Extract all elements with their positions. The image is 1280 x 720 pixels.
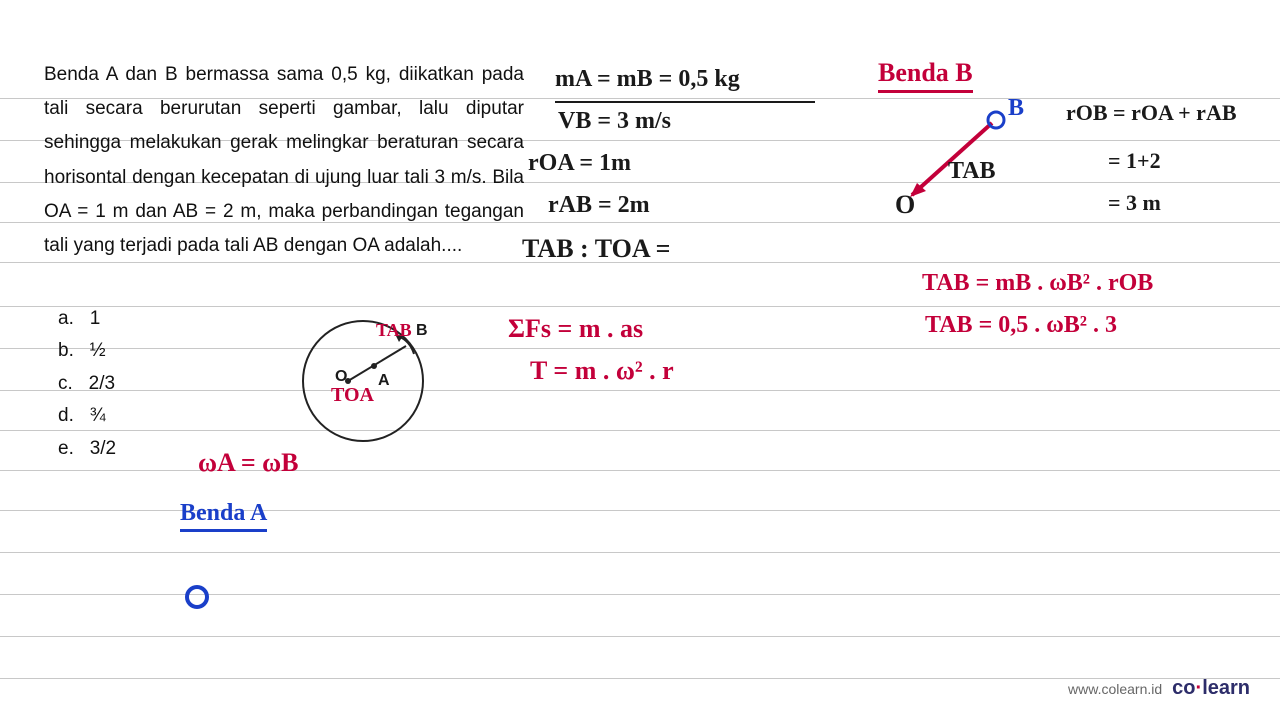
hw-ratio: TAB : TOA = <box>522 234 670 264</box>
option-e: e. 3/2 <box>58 434 116 464</box>
hw-mass: mA = mB = 0,5 kg <box>555 66 740 93</box>
hw-rob2: = 1+2 <box>1108 148 1161 174</box>
brand-logo: co·learn <box>1172 677 1250 700</box>
diagram-label-b: B <box>416 322 428 340</box>
hw-wa-wb: ωA = ωB <box>198 448 299 478</box>
hw-tab-eq2: TAB = 0,5 . ωB² . 3 <box>925 312 1117 339</box>
diagram-tab-label: TAB <box>376 320 412 341</box>
hw-benda-b: Benda B <box>878 58 973 93</box>
hw-tab-arrow: TAB <box>948 158 996 185</box>
footer-url: www.colearn.id <box>1068 681 1162 697</box>
diagram-toa-label: TOA <box>331 384 374 407</box>
hw-roa: rOA = 1m <box>528 150 631 177</box>
problem-text: Benda A dan B bermassa sama 0,5 kg, diik… <box>44 58 524 263</box>
option-d: d. ¾ <box>58 401 116 431</box>
hw-vb: VB = 3 m/s <box>558 108 671 135</box>
hw-o-circle <box>182 582 212 612</box>
footer: www.colearn.id co·learn <box>1068 677 1250 700</box>
hw-rob1: rOB = rOA + rAB <box>1066 100 1237 126</box>
hw-o-label: O <box>895 190 915 220</box>
hw-rab: rAB = 2m <box>548 192 650 219</box>
option-b: b. ½ <box>58 336 116 366</box>
option-c: c. 2/3 <box>58 369 116 399</box>
hw-tab-eq1: TAB = mB . ωB² . rOB <box>922 270 1153 297</box>
answer-options: a. 1 b. ½ c. 2/3 d. ¾ e. 3/2 <box>58 304 116 466</box>
hw-divider <box>555 101 815 103</box>
hw-sumf: ΣFs = m . as <box>508 314 643 344</box>
option-a: a. 1 <box>58 304 116 334</box>
hw-b-label: B <box>1008 95 1024 122</box>
hw-rob3: = 3 m <box>1108 190 1161 216</box>
diagram-label-a: A <box>378 372 390 390</box>
hw-benda-a: Benda A <box>180 500 267 532</box>
hw-tension: T = m . ω² . r <box>530 356 674 386</box>
